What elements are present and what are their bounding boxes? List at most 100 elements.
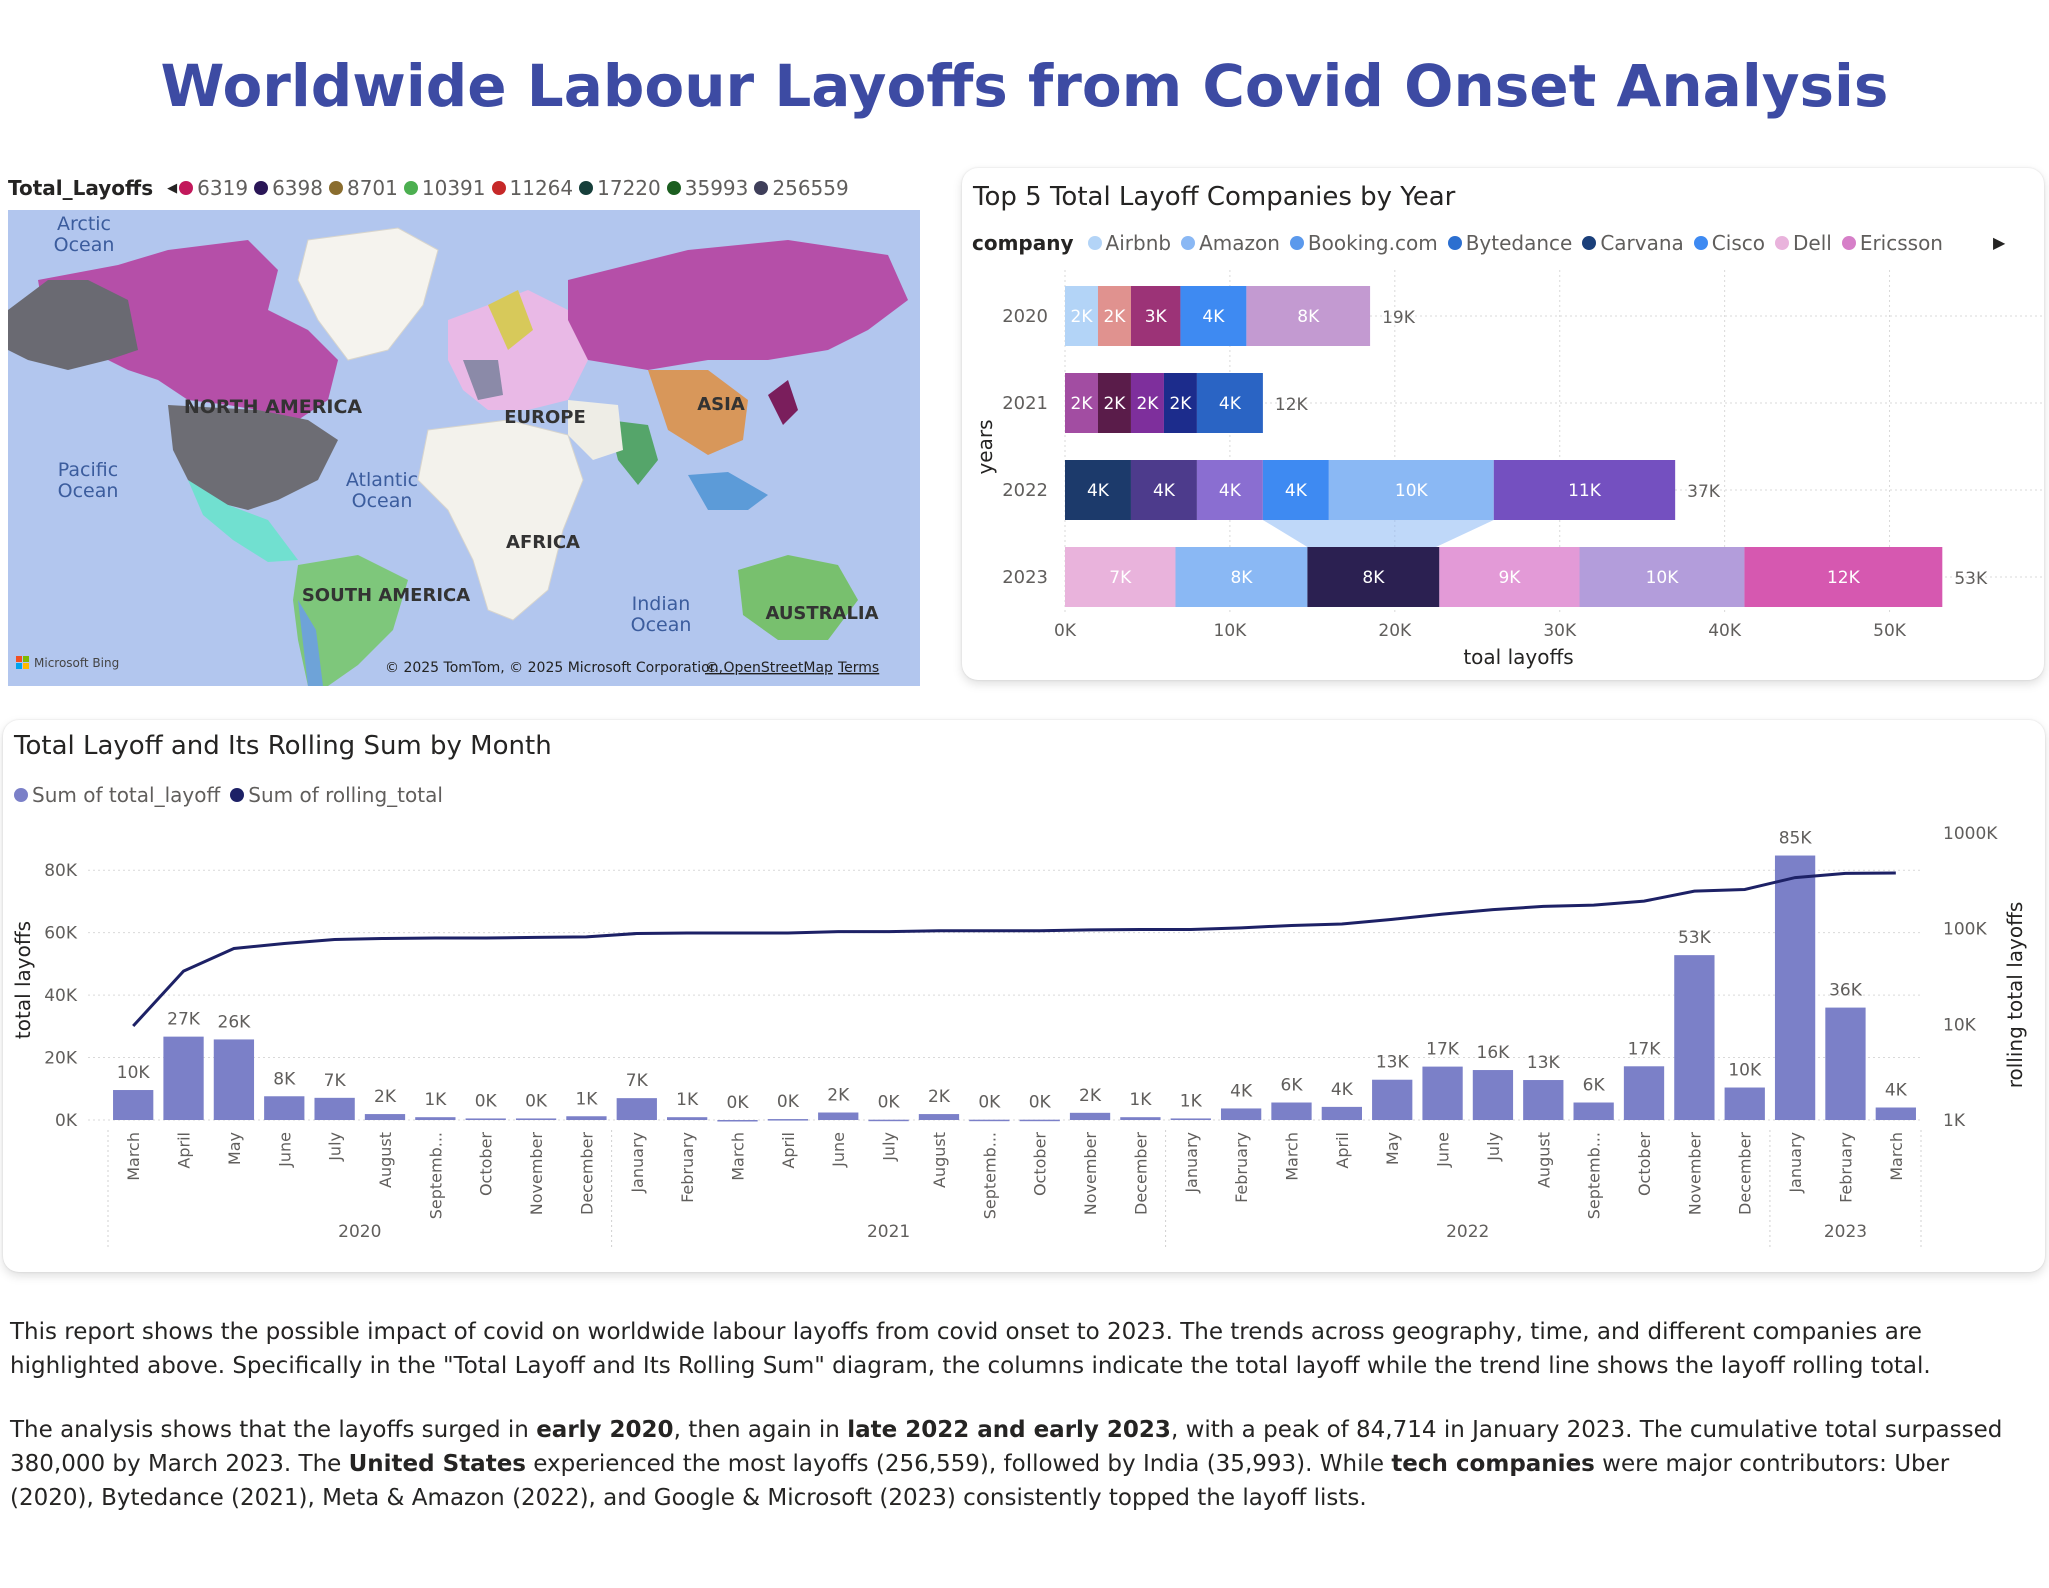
bar-segment[interactable]: [1196, 460, 1263, 520]
map-terms-link[interactable]: Terms: [837, 660, 879, 676]
month-label: December: [1131, 1132, 1150, 1215]
legend-item[interactable]: Sum of total_layoff: [14, 783, 220, 807]
month-bar[interactable]: [1019, 1119, 1060, 1122]
legend-item[interactable]: 8701: [328, 176, 398, 200]
month-bar[interactable]: [767, 1119, 809, 1121]
month-bar[interactable]: [113, 1090, 154, 1120]
month-bar[interactable]: [818, 1112, 859, 1120]
bar-segment[interactable]: [1065, 286, 1098, 346]
month-bar[interactable]: [264, 1096, 305, 1120]
month-label: June: [1434, 1132, 1453, 1168]
legend-item[interactable]: Airbnb: [1087, 231, 1171, 255]
month-bar[interactable]: [314, 1097, 355, 1120]
month-label: June: [275, 1132, 294, 1168]
month-bar[interactable]: [918, 1114, 960, 1120]
month-bar[interactable]: [364, 1114, 406, 1120]
month-bar[interactable]: [1422, 1066, 1463, 1120]
month-bar[interactable]: [1271, 1102, 1312, 1120]
month-bar[interactable]: [163, 1036, 204, 1120]
month-label: November: [527, 1132, 546, 1216]
legend-item[interactable]: 6398: [254, 176, 323, 200]
month-bar[interactable]: [1674, 955, 1715, 1120]
month-bar[interactable]: [1623, 1066, 1665, 1120]
segment-label: 3K: [1145, 307, 1168, 327]
bar-segment[interactable]: [1328, 460, 1494, 520]
legend-item[interactable]: 6319: [179, 176, 248, 200]
month-bar[interactable]: [1170, 1118, 1211, 1120]
page-title: Worldwide Labour Layoffs from Covid Onse…: [160, 52, 1889, 120]
legend-item[interactable]: 11264: [491, 176, 573, 200]
month-bar[interactable]: [1220, 1108, 1262, 1120]
bar-segment[interactable]: [1163, 373, 1197, 433]
bar-segment[interactable]: [1065, 373, 1098, 433]
legend-item[interactable]: Booking.com: [1289, 231, 1438, 255]
month-bar[interactable]: [515, 1118, 557, 1120]
month-bar[interactable]: [1472, 1070, 1514, 1120]
month-bar[interactable]: [1069, 1112, 1111, 1120]
legend-item[interactable]: Bytedance: [1447, 231, 1572, 255]
month-bar[interactable]: [1774, 855, 1816, 1120]
month-label: August: [376, 1132, 395, 1188]
legend-dot: [1181, 236, 1196, 250]
legend-item[interactable]: Carvana: [1582, 231, 1684, 255]
map-osm-link[interactable]: © OpenStreetMap: [705, 660, 833, 676]
legend-item[interactable]: Dell: [1774, 231, 1832, 255]
legend-dot: [1087, 236, 1102, 250]
bar-segment[interactable]: [1246, 286, 1371, 346]
legend-item[interactable]: 17220: [579, 176, 661, 200]
bar-segment[interactable]: [1579, 547, 1745, 607]
month-bar[interactable]: [1321, 1106, 1362, 1120]
bar-segment[interactable]: [1130, 373, 1164, 433]
month-bar[interactable]: [717, 1120, 758, 1122]
legend-item[interactable]: Sum of rolling_total: [230, 783, 443, 807]
bar-segment[interactable]: [1065, 547, 1176, 607]
legend-item[interactable]: Amazon: [1181, 231, 1280, 255]
bar-segment[interactable]: [1097, 286, 1131, 346]
month-bar[interactable]: [1372, 1079, 1413, 1120]
month-bar[interactable]: [969, 1119, 1010, 1122]
legend-item[interactable]: 256559: [754, 176, 849, 200]
month-bar[interactable]: [1724, 1087, 1765, 1120]
bar-segment[interactable]: [1196, 373, 1263, 433]
month-bar[interactable]: [616, 1098, 657, 1120]
bar-segment[interactable]: [1065, 460, 1131, 520]
month-bar[interactable]: [1573, 1102, 1614, 1120]
month-label: January: [628, 1132, 647, 1194]
bar-segment[interactable]: [1130, 286, 1181, 346]
month-bar[interactable]: [566, 1116, 607, 1120]
rolling-line[interactable]: [132, 871, 1896, 1028]
month-bar[interactable]: [1523, 1080, 1564, 1120]
month-bar[interactable]: [868, 1119, 909, 1122]
legend-item[interactable]: Cisco: [1693, 231, 1765, 255]
map-russia: [568, 240, 908, 370]
month-bar[interactable]: [213, 1039, 255, 1120]
map-svg[interactable]: Arctic Ocean NORTH AMERICA EUROPE ASIA Pa…: [8, 210, 920, 686]
bar-segment[interactable]: [1097, 373, 1131, 433]
world-map[interactable]: Arctic Ocean NORTH AMERICA EUROPE ASIA Pa…: [8, 210, 920, 686]
y-tick-label: 2021: [1002, 393, 1048, 414]
bar-segment[interactable]: [1439, 547, 1580, 607]
month-bar[interactable]: [1825, 1007, 1866, 1120]
month-bar[interactable]: [1875, 1107, 1916, 1120]
year-label: 2020: [338, 1222, 381, 1242]
month-bar[interactable]: [667, 1117, 708, 1120]
bar-segment[interactable]: [1744, 547, 1943, 607]
legend-prev-arrow-icon[interactable]: ◀: [167, 180, 178, 196]
legend-item[interactable]: 10391: [403, 176, 486, 200]
bar-segment[interactable]: [1493, 460, 1676, 520]
legend-dot: [179, 181, 194, 195]
month-label: January: [1786, 1132, 1805, 1194]
bar-segment[interactable]: [1175, 547, 1308, 607]
month-bar[interactable]: [465, 1118, 506, 1120]
legend-item[interactable]: 35993: [666, 176, 748, 200]
month-bar[interactable]: [415, 1117, 456, 1120]
bar-segment[interactable]: [1262, 460, 1329, 520]
legend-next-arrow-icon[interactable]: ▶: [1993, 233, 2006, 252]
legend-item[interactable]: Ericsson: [1841, 231, 1943, 255]
y-tick-label: 2020: [1002, 306, 1048, 327]
bar-segment[interactable]: [1180, 286, 1247, 346]
month-bar[interactable]: [1120, 1117, 1161, 1120]
segment-label: 4K: [1202, 307, 1225, 327]
bar-segment[interactable]: [1130, 460, 1197, 520]
bar-segment[interactable]: [1307, 547, 1440, 607]
